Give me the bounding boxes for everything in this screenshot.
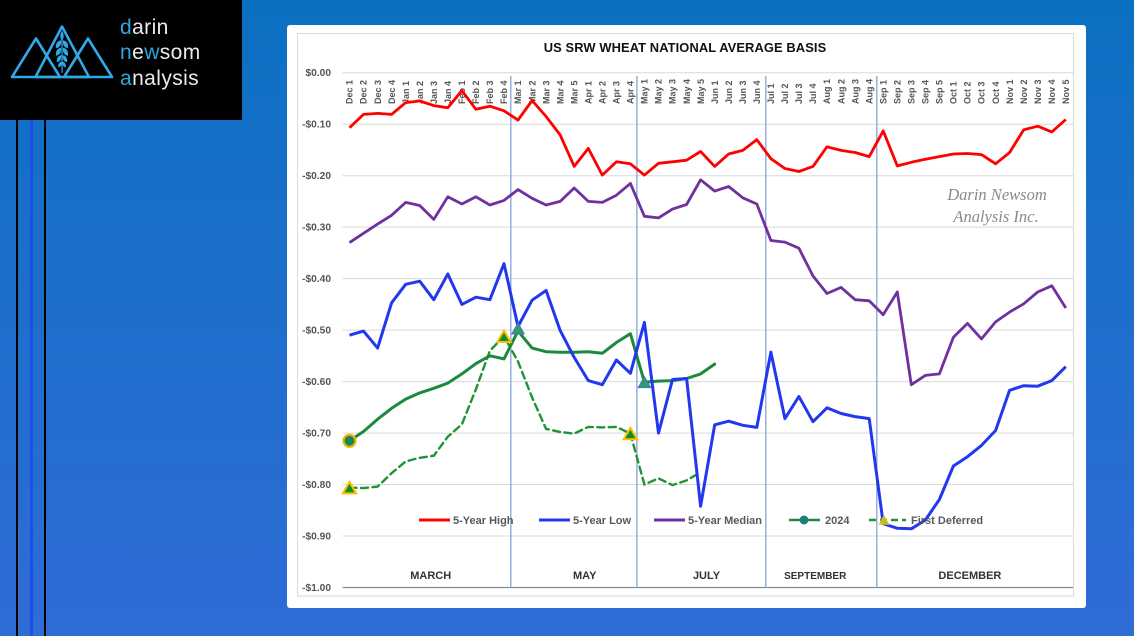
svg-text:Jun 3: Jun 3 bbox=[738, 80, 748, 104]
svg-text:Darin Newsom: Darin Newsom bbox=[946, 185, 1047, 204]
svg-text:Sep 2: Sep 2 bbox=[893, 80, 903, 104]
svg-text:MAY: MAY bbox=[573, 570, 597, 582]
svg-text:May 5: May 5 bbox=[696, 79, 706, 104]
svg-text:Apr 2: Apr 2 bbox=[598, 81, 608, 104]
svg-text:Aug 1: Aug 1 bbox=[822, 79, 832, 104]
svg-text:-$0.60: -$0.60 bbox=[302, 377, 331, 388]
svg-text:Dec 2: Dec 2 bbox=[359, 80, 369, 104]
svg-text:-$0.20: -$0.20 bbox=[302, 171, 331, 182]
svg-text:Jul 1: Jul 1 bbox=[766, 83, 776, 104]
svg-text:Mar 5: Mar 5 bbox=[569, 80, 579, 104]
svg-text:Feb 2: Feb 2 bbox=[471, 80, 481, 104]
svg-text:Mar 2: Mar 2 bbox=[527, 80, 537, 104]
svg-text:Nov 3: Nov 3 bbox=[1033, 79, 1043, 104]
svg-text:Nov 1: Nov 1 bbox=[1005, 79, 1015, 104]
svg-text:$0.00: $0.00 bbox=[306, 68, 332, 79]
svg-text:Dec 3: Dec 3 bbox=[373, 80, 383, 104]
svg-text:Aug 2: Aug 2 bbox=[836, 79, 846, 104]
svg-text:-$1.00: -$1.00 bbox=[302, 583, 331, 594]
svg-text:Jan 2: Jan 2 bbox=[415, 81, 425, 104]
svg-text:-$0.50: -$0.50 bbox=[302, 326, 331, 337]
svg-text:-$0.70: -$0.70 bbox=[302, 429, 331, 440]
svg-text:-$0.90: -$0.90 bbox=[302, 531, 331, 542]
svg-text:Feb 4: Feb 4 bbox=[499, 80, 509, 104]
svg-text:Jul 3: Jul 3 bbox=[794, 83, 804, 104]
svg-text:Analysis Inc.: Analysis Inc. bbox=[952, 207, 1038, 226]
svg-text:5-Year Median: 5-Year Median bbox=[688, 515, 762, 527]
svg-text:Mar 4: Mar 4 bbox=[555, 80, 565, 104]
svg-text:Sep 1: Sep 1 bbox=[878, 80, 888, 104]
svg-text:Sep 3: Sep 3 bbox=[907, 80, 917, 104]
svg-text:May 4: May 4 bbox=[682, 79, 692, 104]
svg-text:Oct 2: Oct 2 bbox=[963, 81, 973, 104]
svg-text:Apr 3: Apr 3 bbox=[612, 81, 622, 104]
svg-text:Jan 3: Jan 3 bbox=[429, 81, 439, 104]
svg-text:5-Year High: 5-Year High bbox=[453, 515, 514, 527]
svg-text:-$0.40: -$0.40 bbox=[302, 274, 331, 285]
svg-text:Mar 1: Mar 1 bbox=[513, 80, 523, 104]
svg-text:SEPTEMBER: SEPTEMBER bbox=[784, 571, 847, 582]
svg-text:Jun 1: Jun 1 bbox=[710, 80, 720, 104]
svg-text:First Deferred: First Deferred bbox=[911, 515, 983, 527]
svg-text:Jan 4: Jan 4 bbox=[443, 81, 453, 104]
svg-text:May 2: May 2 bbox=[654, 79, 664, 104]
svg-text:Nov 4: Nov 4 bbox=[1047, 79, 1057, 104]
svg-text:Jun 4: Jun 4 bbox=[752, 80, 762, 104]
svg-text:MARCH: MARCH bbox=[410, 570, 451, 582]
svg-text:Aug 3: Aug 3 bbox=[850, 79, 860, 104]
svg-text:-$0.30: -$0.30 bbox=[302, 223, 331, 234]
svg-text:Jul 4: Jul 4 bbox=[808, 83, 818, 104]
svg-text:Nov 2: Nov 2 bbox=[1019, 79, 1029, 104]
svg-text:DECEMBER: DECEMBER bbox=[938, 570, 1001, 582]
svg-text:Apr 4: Apr 4 bbox=[626, 81, 636, 104]
svg-text:US SRW WHEAT NATIONAL AVERAGE: US SRW WHEAT NATIONAL AVERAGE BASIS bbox=[544, 40, 827, 55]
svg-text:-$0.80: -$0.80 bbox=[302, 480, 331, 491]
svg-text:2024: 2024 bbox=[825, 515, 850, 527]
svg-text:May 3: May 3 bbox=[668, 79, 678, 104]
svg-text:Aug 4: Aug 4 bbox=[864, 79, 874, 104]
svg-text:Feb 3: Feb 3 bbox=[485, 80, 495, 104]
svg-text:5-Year Low: 5-Year Low bbox=[573, 515, 632, 527]
svg-text:Nov 5: Nov 5 bbox=[1061, 79, 1071, 104]
svg-text:May 1: May 1 bbox=[640, 79, 650, 104]
svg-text:Jun 2: Jun 2 bbox=[724, 80, 734, 104]
svg-text:Dec 1: Dec 1 bbox=[345, 80, 355, 104]
svg-text:-$0.10: -$0.10 bbox=[302, 120, 331, 131]
svg-text:Mar 3: Mar 3 bbox=[541, 80, 551, 104]
svg-text:Jul 2: Jul 2 bbox=[780, 83, 790, 104]
svg-text:Jan 1: Jan 1 bbox=[401, 81, 411, 104]
svg-text:Sep 5: Sep 5 bbox=[935, 80, 945, 104]
svg-text:Oct 4: Oct 4 bbox=[991, 81, 1001, 104]
svg-text:Dec 4: Dec 4 bbox=[387, 80, 397, 104]
svg-text:Apr 1: Apr 1 bbox=[584, 81, 594, 104]
svg-text:Sep 4: Sep 4 bbox=[921, 80, 931, 104]
svg-text:Oct 1: Oct 1 bbox=[949, 81, 959, 104]
svg-text:JULY: JULY bbox=[693, 570, 721, 582]
svg-text:Oct 3: Oct 3 bbox=[977, 81, 987, 104]
